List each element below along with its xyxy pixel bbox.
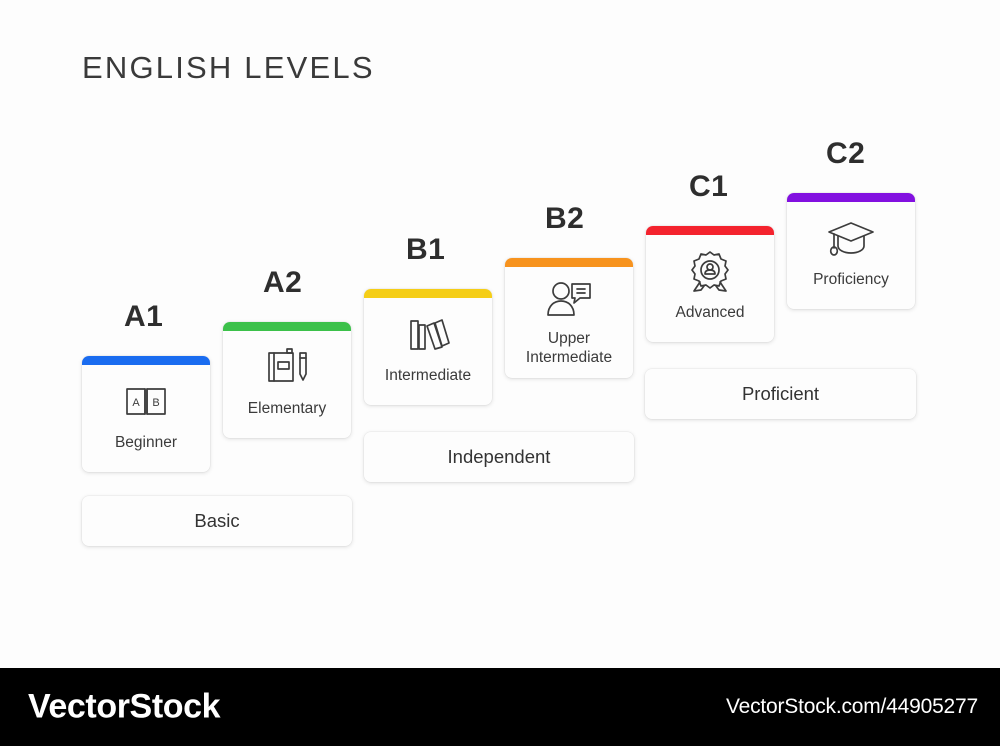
level-code-c1: C1 bbox=[689, 170, 729, 203]
level-card-a1[interactable]: A B Beginner bbox=[82, 356, 210, 472]
standing-books-icon bbox=[405, 311, 451, 357]
group-bar-basic[interactable]: Basic bbox=[82, 496, 352, 546]
group-bar-independent[interactable]: Independent bbox=[364, 432, 634, 482]
level-card-b2[interactable]: Upper Intermediate bbox=[505, 258, 633, 378]
card-accent-bar-a1 bbox=[82, 356, 210, 365]
level-label-a1: Beginner bbox=[114, 434, 178, 451]
level-card-c2[interactable]: Proficiency bbox=[787, 193, 915, 309]
level-code-b1: B1 bbox=[406, 233, 446, 266]
level-card-a2[interactable]: Elementary bbox=[223, 322, 351, 438]
level-label-b1: Intermediate bbox=[384, 367, 472, 384]
vectorstock-logo: VectorStock bbox=[28, 687, 221, 726]
level-code-b2: B2 bbox=[545, 202, 585, 235]
card-accent-bar-b1 bbox=[364, 289, 492, 298]
notebook-pen-icon bbox=[263, 344, 311, 390]
card-accent-bar-c2 bbox=[787, 193, 915, 202]
person-speech-bubble-icon bbox=[544, 280, 594, 320]
svg-text:A: A bbox=[132, 397, 140, 409]
card-accent-bar-c1 bbox=[646, 226, 774, 235]
level-label-a2: Elementary bbox=[247, 400, 327, 417]
footer-bar: VectorStock VectorStock.com/44905277 bbox=[0, 668, 1000, 746]
level-card-c1[interactable]: Advanced bbox=[646, 226, 774, 342]
vectorstock-url: VectorStock.com/44905277 bbox=[725, 695, 978, 718]
level-label-c2: Proficiency bbox=[813, 271, 889, 288]
award-badge-icon bbox=[687, 248, 733, 294]
card-accent-bar-b2 bbox=[505, 258, 633, 267]
graduation-cap-icon bbox=[826, 215, 876, 261]
level-label-b2: Upper Intermediate bbox=[525, 330, 613, 367]
level-label-c1: Advanced bbox=[675, 304, 745, 321]
level-card-b1[interactable]: Intermediate bbox=[364, 289, 492, 405]
level-code-a1: A1 bbox=[124, 300, 164, 333]
level-code-a2: A2 bbox=[263, 266, 303, 299]
svg-text:B: B bbox=[152, 397, 159, 409]
level-code-c2: C2 bbox=[826, 137, 866, 170]
open-book-icon: A B bbox=[123, 378, 169, 424]
card-accent-bar-a2 bbox=[223, 322, 351, 331]
group-bar-proficient[interactable]: Proficient bbox=[645, 369, 916, 419]
page-title: ENGLISH LEVELS bbox=[82, 50, 375, 85]
